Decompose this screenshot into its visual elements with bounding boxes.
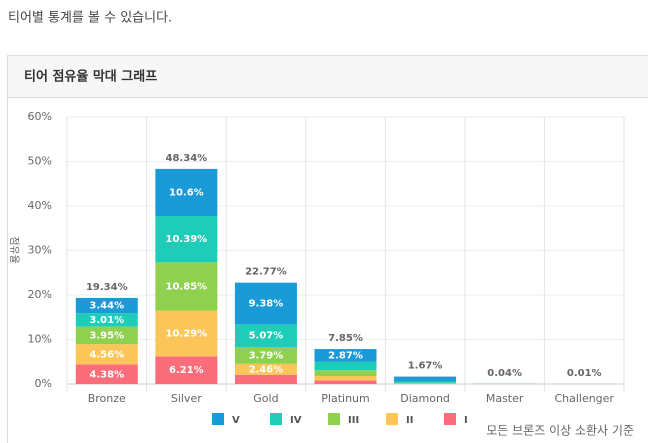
x-tick-label: Gold <box>253 392 278 405</box>
bar-segment <box>234 346 297 364</box>
total-label: 48.34% <box>166 153 208 164</box>
y-tick-label: 0% <box>35 377 52 390</box>
total-label: 22.77% <box>245 267 287 278</box>
total-label: 0.01% <box>567 368 602 379</box>
legend-label: II <box>406 415 413 426</box>
segment-label: 6.21% <box>169 365 204 376</box>
bar-segment <box>234 374 297 384</box>
bar-segment <box>155 356 218 384</box>
legend-swatch <box>328 413 340 425</box>
segment-label: 9.38% <box>249 299 284 310</box>
y-tick-label: 50% <box>28 155 52 168</box>
chart-title: 티어 점유율 막대 그래프 <box>24 69 157 85</box>
bar-segment <box>394 381 457 383</box>
bar-segment <box>314 370 377 376</box>
bar-segment <box>75 344 138 365</box>
legend-swatch <box>386 413 398 425</box>
segment-label: 2.87% <box>328 350 363 361</box>
x-tick-label: Diamond <box>400 392 450 405</box>
bar-segment <box>155 310 218 357</box>
legend-label: III <box>348 415 359 426</box>
total-label: 0.04% <box>487 368 522 379</box>
footnote: 모든 브론즈 이상 소환사 기준 <box>486 424 634 438</box>
x-tick-label: Bronze <box>88 392 126 405</box>
x-tick-label: Silver <box>171 392 202 405</box>
bar-segment <box>314 375 377 381</box>
bar-segment <box>394 382 457 384</box>
bar-segment <box>75 313 138 327</box>
legend-label: I <box>464 415 468 426</box>
bar-segment <box>155 168 218 217</box>
bar-segment <box>75 297 138 314</box>
legend-swatch <box>212 413 224 425</box>
x-tick-label: Master <box>486 392 524 405</box>
segment-label: 3.01% <box>89 315 124 326</box>
segment-label: 10.29% <box>166 328 208 339</box>
bar-segment <box>234 363 297 375</box>
total-label: 1.67% <box>408 361 443 372</box>
total-label: 7.85% <box>328 333 363 344</box>
bar-segment <box>394 376 457 382</box>
y-axis-label: 점유율 <box>8 236 20 264</box>
y-tick-label: 60% <box>28 110 52 123</box>
y-tick-label: 30% <box>28 244 52 257</box>
bar-segment <box>314 349 377 362</box>
legend-label: IV <box>290 415 302 426</box>
segment-label: 3.95% <box>89 330 124 341</box>
segment-label: 10.6% <box>169 187 204 198</box>
segment-label: 4.56% <box>89 349 124 360</box>
bar-segment <box>155 262 218 311</box>
bar-segment <box>314 361 377 371</box>
segment-label: 5.07% <box>249 331 284 342</box>
bar-segment <box>155 216 218 263</box>
panel <box>7 55 648 443</box>
segment-label: 10.39% <box>166 234 208 245</box>
segment-label: 10.85% <box>166 281 208 292</box>
legend-swatch <box>270 413 282 425</box>
bar-segment <box>234 282 297 325</box>
segment-label: 3.44% <box>89 301 124 312</box>
bar-segment <box>75 364 138 384</box>
bar-segment <box>314 380 377 384</box>
legend-swatch <box>444 413 456 425</box>
segment-label: 3.79% <box>249 350 284 361</box>
y-tick-label: 20% <box>28 288 52 301</box>
bar-segment <box>75 326 138 345</box>
total-label: 19.34% <box>86 282 128 293</box>
y-tick-label: 40% <box>28 199 52 212</box>
bar-segment <box>234 324 297 347</box>
header: 티어별 통계를 볼 수 있습니다. <box>8 11 172 26</box>
x-tick-label: Platinum <box>321 392 369 405</box>
legend-label: V <box>232 415 240 426</box>
segment-label: 4.38% <box>89 369 124 380</box>
y-tick-label: 10% <box>28 333 52 346</box>
panel-header <box>8 56 648 97</box>
segment-label: 2.46% <box>249 364 284 375</box>
x-tick-label: Challenger <box>554 392 614 405</box>
